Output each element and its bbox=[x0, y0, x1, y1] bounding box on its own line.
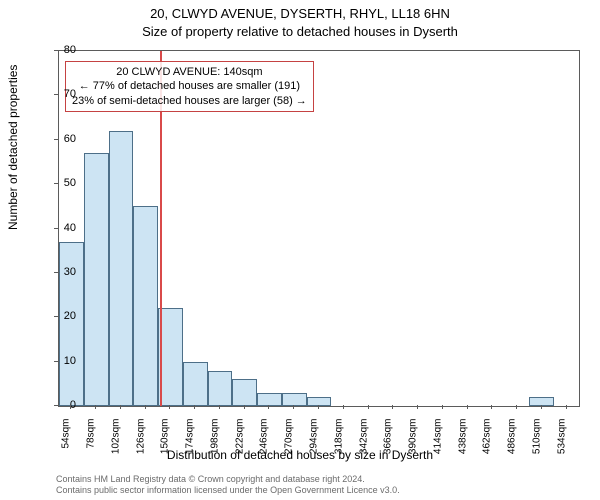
annotation-box: 20 CLWYD AVENUE: 140sqm ← 77% of detache… bbox=[65, 61, 314, 112]
histogram-bar bbox=[232, 379, 257, 406]
footer-line2: Contains public sector information licen… bbox=[56, 485, 400, 496]
footer-line1: Contains HM Land Registry data © Crown c… bbox=[56, 474, 400, 485]
ytick-label: 0 bbox=[46, 399, 76, 411]
ytick-mark bbox=[54, 405, 58, 406]
xtick-mark bbox=[169, 405, 170, 409]
xtick-mark bbox=[194, 405, 195, 409]
xtick-mark bbox=[467, 405, 468, 409]
xtick-mark bbox=[268, 405, 269, 409]
histogram-bar bbox=[84, 153, 109, 406]
xtick-mark bbox=[120, 405, 121, 409]
xtick-mark bbox=[541, 405, 542, 409]
ytick-label: 40 bbox=[46, 222, 76, 234]
ytick-mark bbox=[54, 228, 58, 229]
histogram-bar bbox=[282, 393, 307, 406]
xtick-mark bbox=[491, 405, 492, 409]
histogram-bar bbox=[529, 397, 554, 406]
xtick-mark bbox=[343, 405, 344, 409]
ytick-mark bbox=[54, 316, 58, 317]
histogram-bar bbox=[183, 362, 208, 406]
histogram-bar bbox=[133, 206, 158, 406]
xtick-mark bbox=[442, 405, 443, 409]
ytick-label: 20 bbox=[46, 310, 76, 322]
xtick-mark bbox=[417, 405, 418, 409]
xtick-mark bbox=[219, 405, 220, 409]
annotation-line1: 20 CLWYD AVENUE: 140sqm bbox=[72, 65, 307, 79]
yaxis-label: Number of detached properties bbox=[6, 65, 20, 230]
ytick-label: 50 bbox=[46, 177, 76, 189]
xtick-mark bbox=[318, 405, 319, 409]
xtick-mark bbox=[145, 405, 146, 409]
xtick-mark bbox=[293, 405, 294, 409]
ytick-label: 30 bbox=[46, 266, 76, 278]
ytick-label: 80 bbox=[46, 44, 76, 56]
ytick-label: 60 bbox=[46, 133, 76, 145]
ytick-label: 70 bbox=[46, 88, 76, 100]
ytick-mark bbox=[54, 272, 58, 273]
chart-title: 20, CLWYD AVENUE, DYSERTH, RHYL, LL18 6H… bbox=[0, 6, 600, 21]
histogram-bar bbox=[257, 393, 282, 406]
chart-container: 20, CLWYD AVENUE, DYSERTH, RHYL, LL18 6H… bbox=[0, 0, 600, 500]
annotation-line2: ← 77% of detached houses are smaller (19… bbox=[72, 79, 307, 93]
plot-area: 20 CLWYD AVENUE: 140sqm ← 77% of detache… bbox=[58, 50, 580, 407]
xtick-mark bbox=[368, 405, 369, 409]
xaxis-label: Distribution of detached houses by size … bbox=[0, 448, 600, 462]
histogram-bar bbox=[109, 131, 134, 406]
ytick-label: 10 bbox=[46, 355, 76, 367]
xtick-mark bbox=[244, 405, 245, 409]
ytick-mark bbox=[54, 50, 58, 51]
ytick-mark bbox=[54, 361, 58, 362]
ytick-mark bbox=[54, 94, 58, 95]
xtick-mark bbox=[70, 405, 71, 409]
xtick-mark bbox=[95, 405, 96, 409]
ytick-mark bbox=[54, 183, 58, 184]
ytick-mark bbox=[54, 139, 58, 140]
xtick-mark bbox=[566, 405, 567, 409]
histogram-bar bbox=[208, 371, 233, 407]
annotation-line3: 23% of semi-detached houses are larger (… bbox=[72, 94, 307, 108]
xtick-mark bbox=[392, 405, 393, 409]
footer: Contains HM Land Registry data © Crown c… bbox=[56, 474, 400, 497]
chart-subtitle: Size of property relative to detached ho… bbox=[0, 24, 600, 39]
xtick-mark bbox=[516, 405, 517, 409]
